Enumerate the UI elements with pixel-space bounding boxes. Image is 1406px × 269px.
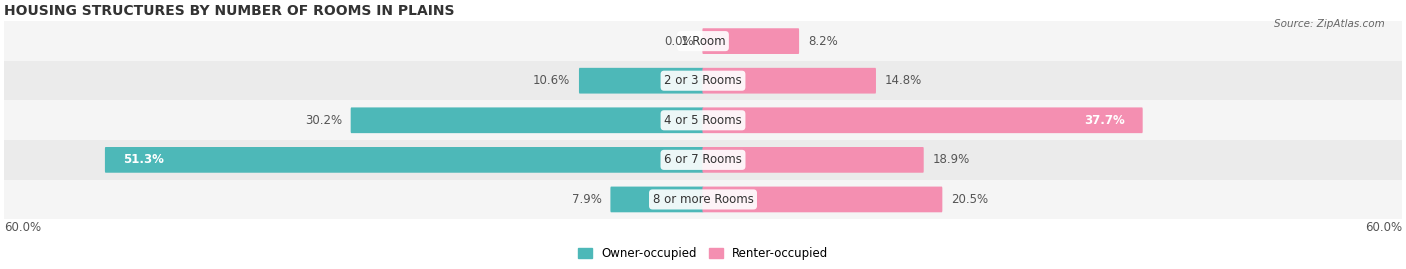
Bar [4,180,1402,219]
Text: 2 or 3 Rooms: 2 or 3 Rooms [664,74,742,87]
Bar [4,21,1402,61]
FancyBboxPatch shape [703,28,799,54]
Text: 14.8%: 14.8% [884,74,922,87]
Text: 8 or more Rooms: 8 or more Rooms [652,193,754,206]
Text: 37.7%: 37.7% [1084,114,1125,127]
FancyBboxPatch shape [703,147,924,173]
FancyBboxPatch shape [105,147,703,173]
Bar [4,101,1402,140]
Text: Source: ZipAtlas.com: Source: ZipAtlas.com [1274,19,1385,29]
Text: 51.3%: 51.3% [122,153,165,166]
Text: 20.5%: 20.5% [950,193,988,206]
Bar [4,140,1402,180]
FancyBboxPatch shape [579,68,703,94]
FancyBboxPatch shape [350,107,703,133]
Text: 60.0%: 60.0% [4,221,41,234]
Text: 30.2%: 30.2% [305,114,342,127]
Text: 6 or 7 Rooms: 6 or 7 Rooms [664,153,742,166]
Text: 0.0%: 0.0% [664,35,693,48]
Text: 8.2%: 8.2% [808,35,838,48]
FancyBboxPatch shape [703,107,1143,133]
Text: 1 Room: 1 Room [681,35,725,48]
Text: 10.6%: 10.6% [533,74,571,87]
Bar [4,61,1402,101]
Text: 18.9%: 18.9% [932,153,970,166]
FancyBboxPatch shape [703,187,942,212]
Text: 60.0%: 60.0% [1365,221,1402,234]
Text: 7.9%: 7.9% [572,193,602,206]
FancyBboxPatch shape [703,68,876,94]
Legend: Owner-occupied, Renter-occupied: Owner-occupied, Renter-occupied [572,243,834,265]
Text: HOUSING STRUCTURES BY NUMBER OF ROOMS IN PLAINS: HOUSING STRUCTURES BY NUMBER OF ROOMS IN… [4,4,454,18]
Text: 4 or 5 Rooms: 4 or 5 Rooms [664,114,742,127]
FancyBboxPatch shape [610,187,703,212]
